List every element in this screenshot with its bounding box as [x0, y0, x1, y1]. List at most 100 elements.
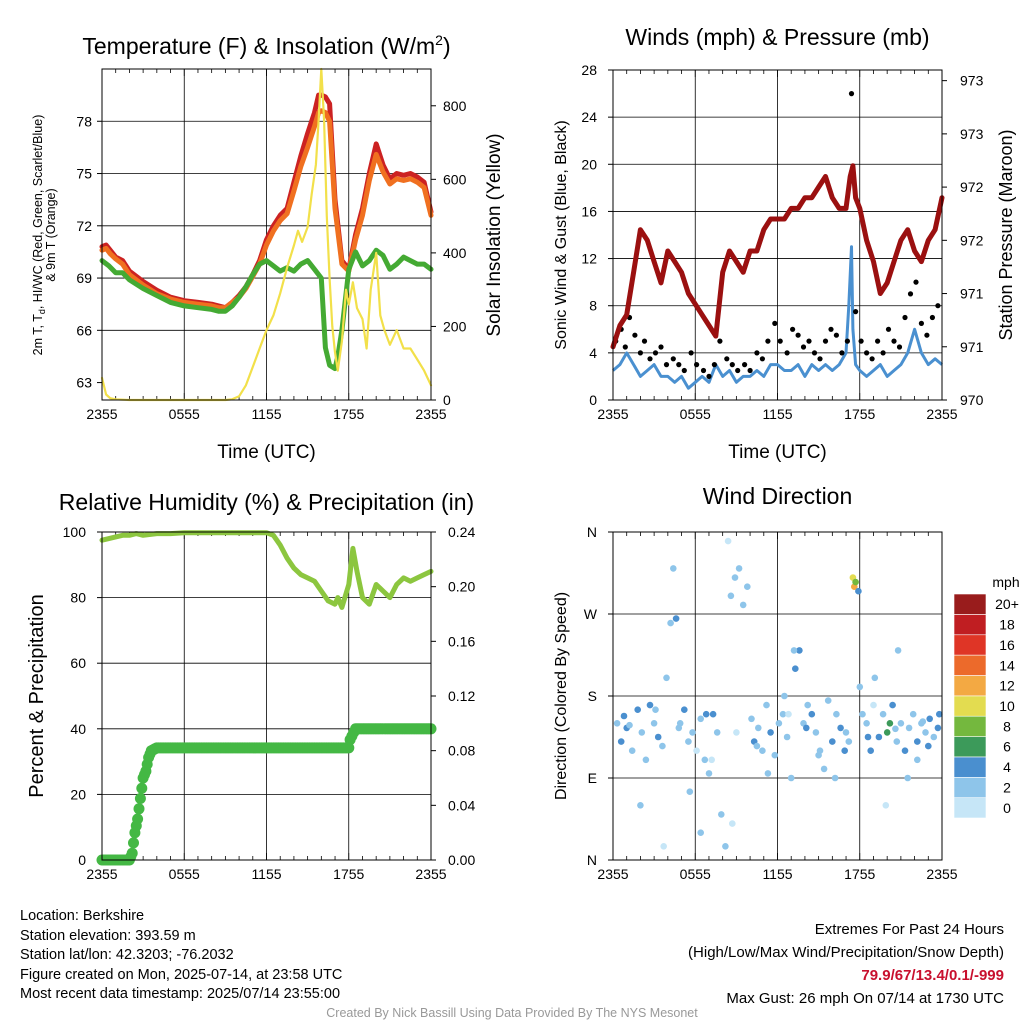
- y-axis-label-text: Sonic Wind & Gust (Blue, Black): [553, 120, 570, 349]
- gust-point: [817, 356, 823, 362]
- direction-point: [702, 710, 710, 718]
- gust-point: [622, 344, 628, 350]
- direction-point: [936, 710, 943, 718]
- direction-point: [934, 724, 942, 732]
- rh-line: [99, 530, 434, 610]
- y-tick-label: 20: [70, 786, 86, 802]
- x-tick-label: 0555: [680, 866, 711, 882]
- direction-point: [815, 751, 822, 759]
- direction-point: [685, 738, 692, 745]
- plot-frame: [101, 68, 432, 401]
- y2-tick-label: 972: [960, 179, 984, 195]
- direction-point: [875, 733, 883, 741]
- x-axis-label: Time (UTC): [217, 442, 316, 463]
- y2-tick-label: 970: [960, 392, 984, 408]
- series-line: [99, 247, 434, 372]
- direction-point: [845, 738, 853, 745]
- direction-point: [863, 720, 870, 727]
- colorbar-label: 14: [999, 657, 1015, 673]
- x-tick-label: 2355: [597, 406, 628, 422]
- gust-point: [777, 338, 783, 344]
- direction-point: [808, 710, 816, 718]
- direction-point: [930, 733, 938, 741]
- direction-point: [894, 647, 902, 654]
- colorbar-swatch: [953, 675, 987, 697]
- direction-point: [833, 710, 840, 718]
- x-tick-label: 1755: [844, 406, 875, 422]
- gust-point: [811, 350, 818, 356]
- direction-point: [889, 701, 896, 709]
- direction-point: [886, 720, 894, 727]
- direction-point: [922, 729, 929, 736]
- y2-axis-label: Solar Insolation (Yellow): [484, 133, 505, 336]
- direction-point: [855, 587, 862, 595]
- precip-point: [126, 847, 138, 859]
- chart-title-end: ): [443, 33, 451, 59]
- direction-point: [718, 811, 725, 818]
- colorbar-label: 6: [1003, 739, 1011, 755]
- precip-point: [132, 813, 144, 825]
- x-tick-label: 1755: [333, 406, 364, 422]
- gust-point: [652, 350, 659, 356]
- latlon-text: Station lat/lon: 42.3203; -76.2032: [20, 947, 234, 963]
- y-tick-label: W: [584, 606, 598, 622]
- gust-point: [754, 350, 760, 356]
- y-tick-label: 0: [78, 852, 86, 868]
- y-tick-label: E: [588, 770, 597, 786]
- gust-point: [729, 362, 735, 368]
- gust-point: [869, 356, 875, 362]
- x-tick-label: 2355: [415, 866, 446, 882]
- direction-point: [739, 601, 747, 609]
- y2-tick-label: 973: [960, 73, 984, 89]
- y-tick-label: 0: [589, 392, 597, 408]
- gust-point: [637, 350, 644, 356]
- direction-point: [812, 729, 820, 736]
- direction-point: [792, 665, 799, 672]
- y2-tick-label: 0.12: [448, 688, 475, 704]
- y2-tick-label: 200: [443, 318, 467, 334]
- y2-axis-label-text: Station Pressure (Maroon): [996, 129, 1016, 340]
- direction-point: [748, 715, 755, 723]
- colorbar-label: 4: [1003, 759, 1011, 775]
- y-tick-label: 40: [70, 721, 86, 737]
- y-tick-label: S: [588, 688, 597, 704]
- direction-point: [708, 756, 715, 764]
- y-tick-label: 75: [76, 166, 92, 182]
- direction-point: [654, 733, 662, 741]
- colorbar-swatch: [953, 593, 987, 615]
- colorbar-label: 18: [999, 617, 1015, 633]
- direction-point: [646, 701, 654, 709]
- gust-point: [724, 356, 730, 362]
- direction-point: [824, 697, 832, 704]
- gust-point: [929, 314, 936, 321]
- chart-title: Temperature (F) & Insolation (W/m2): [82, 32, 450, 59]
- colorbar-label: 2: [1003, 780, 1011, 796]
- direction-point: [626, 721, 633, 729]
- colorbar-swatch: [953, 715, 987, 737]
- gust-point: [806, 338, 812, 344]
- direction-point: [672, 615, 680, 622]
- y-axis-label: 2m T, Td, HI/WC (Red, Green, Scarlet/Blu…: [31, 115, 58, 356]
- direction-point: [897, 720, 905, 727]
- pressure-line: [610, 163, 945, 350]
- colorbar-swatch: [953, 736, 987, 758]
- direction-point: [675, 724, 683, 732]
- direction-point: [870, 701, 877, 709]
- gust-point: [924, 332, 930, 338]
- elevation-text: Station elevation: 393.59 m: [20, 927, 196, 944]
- chart-title-text: Temperature (F) & Insolation (W/m: [82, 33, 435, 59]
- y2-tick-label: 800: [443, 98, 467, 114]
- direction-point: [713, 729, 721, 736]
- direction-point: [705, 770, 713, 777]
- direction-point: [693, 747, 700, 754]
- gust-point: [844, 338, 851, 344]
- x-axis-label: Time (UTC): [728, 442, 827, 463]
- precip-point: [343, 742, 355, 754]
- gust-point: [706, 373, 712, 379]
- chart-title-sup: 2: [435, 32, 443, 48]
- extremes-subtitle: (High/Low/Max Wind/Precipitation/Snow De…: [688, 944, 1004, 961]
- x-tick-label: 2355: [415, 406, 446, 422]
- direction-point: [722, 843, 729, 850]
- colorbar-title: mph: [992, 574, 1019, 590]
- gust-point: [822, 338, 829, 344]
